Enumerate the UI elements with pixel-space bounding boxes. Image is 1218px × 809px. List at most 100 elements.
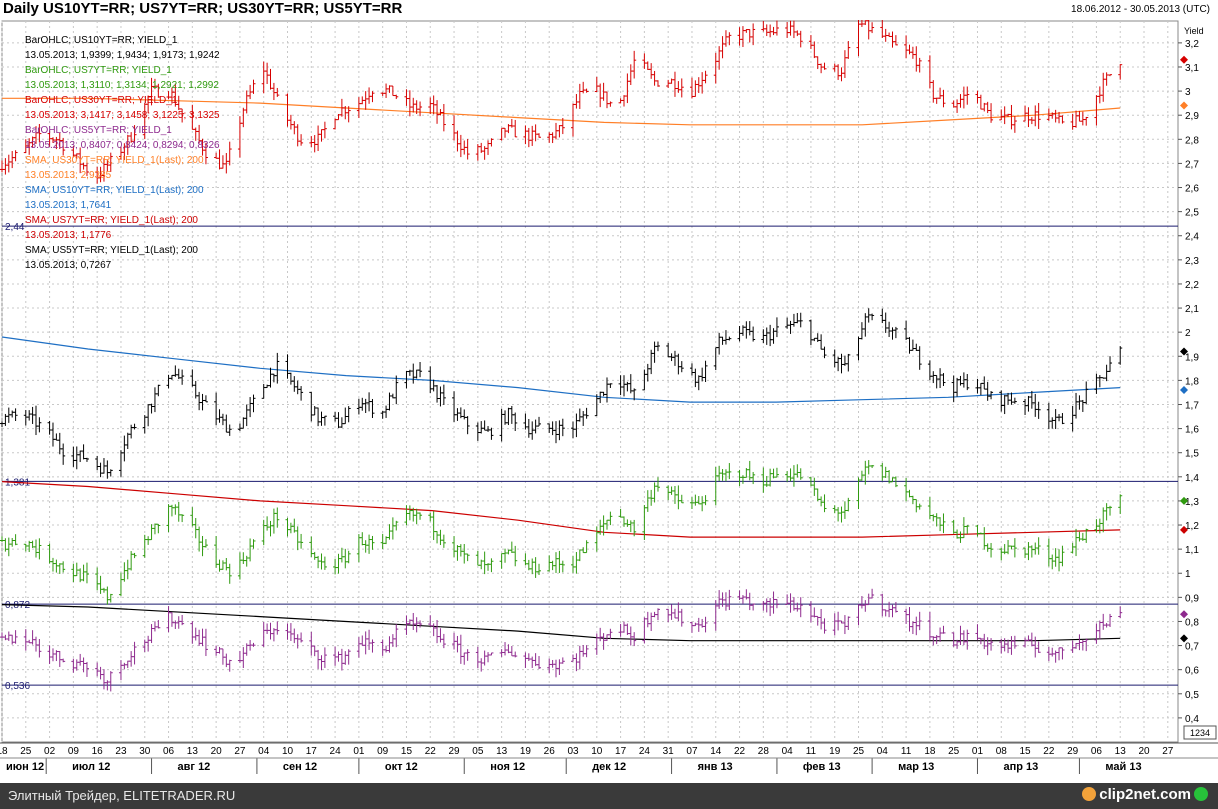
sma-line	[1, 604, 1121, 642]
y-tick-label: 0,6	[1185, 666, 1199, 677]
y-tick-label: 2	[1185, 328, 1191, 339]
x-day-label: 25	[853, 746, 865, 757]
x-day-label: 04	[258, 746, 270, 757]
legend-line: 13.05.2013; 0,8407; 0,8424; 0,8294; 0,83…	[25, 140, 220, 151]
y-tick-label: 0,4	[1185, 714, 1199, 725]
x-day-label: 19	[520, 746, 532, 757]
x-day-label: 29	[448, 746, 460, 757]
legend-line: 13.05.2013; 3,1417; 3,1458; 3,1225; 3,13…	[25, 110, 220, 121]
x-day-label: 01	[353, 746, 365, 757]
last-value-marker	[1180, 496, 1188, 505]
x-month-label: фев 13	[803, 761, 841, 773]
y-tick-label: 0,7	[1185, 642, 1199, 653]
last-value-marker	[1180, 610, 1188, 619]
x-day-label: 23	[115, 746, 127, 757]
legend-line: SMA; US7YT=RR; YIELD_1(Last); 200	[25, 215, 198, 226]
y-tick-label: 1,2	[1185, 521, 1199, 532]
logo-swirl-icon	[1082, 787, 1097, 801]
y-axis: 0,4 0,5 0,6 0,7 0,8 0,9 1 1,1 1,2 1,3 1,4 1,5 1,6 1,7…	[1178, 26, 1217, 740]
sma-line	[1, 481, 1121, 538]
x-month-label: янв 13	[698, 761, 733, 773]
legend-line: BarOHLC; US10YT=RR; YIELD_1	[25, 35, 178, 46]
y-tick-label: 0,9	[1185, 593, 1199, 604]
x-day-label: 30	[139, 746, 151, 757]
y-tick-label: 2,6	[1185, 184, 1199, 195]
x-day-label: 01	[972, 746, 984, 757]
x-day-label: 11	[806, 746, 817, 757]
x-month-label: авг 12	[178, 761, 211, 773]
legend-line: BarOHLC; US30YT=RR; YIELD_1	[25, 95, 178, 106]
corner-label: 1234	[1190, 728, 1210, 738]
y-tick-label: 3	[1185, 87, 1191, 98]
x-day-label: 10	[282, 746, 294, 757]
x-month-label: ноя 12	[490, 761, 525, 773]
x-day-label: 06	[1091, 746, 1103, 757]
x-day-label: 07	[686, 746, 698, 757]
x-month-label: мар 13	[898, 761, 934, 773]
x-day-label: 27	[234, 746, 246, 757]
legend-line: 13.05.2013; 1,9399; 1,9434; 1,9173; 1,92…	[25, 50, 220, 61]
y-tick-label: 2,5	[1185, 208, 1199, 219]
x-month-label: май 13	[1105, 761, 1141, 773]
x-day-label: 18	[0, 746, 8, 757]
x-day-label: 10	[591, 746, 603, 757]
legend-line: 13.05.2013; 1,3110; 1,3134; 1,2921; 1,29…	[25, 80, 219, 91]
last-value-marker	[1180, 55, 1188, 64]
corner-box	[1183, 725, 1217, 740]
x-day-label: 27	[1162, 746, 1174, 757]
x-day-label: 28	[758, 746, 770, 757]
x-day-label: 05	[472, 746, 484, 757]
clip2net-logo[interactable]: clip2net.com	[1082, 786, 1208, 803]
footer-source: Элитный Трейдер, ELITETRADER.RU	[8, 788, 236, 803]
legend-line: BarOHLC; US7YT=RR; YIELD_1	[25, 65, 172, 76]
x-axis: 18 25 02 09 16 23 30 06 13 20 27 04 10 17 24 01 09 15 22 29…	[0, 742, 1218, 774]
x-day-label: 31	[663, 746, 675, 757]
last-value-marker	[1180, 634, 1188, 643]
y-tick-label: 2,8	[1185, 135, 1199, 146]
legend-line: 13.05.2013; 1,1776	[25, 230, 112, 241]
sma-line	[1, 336, 1121, 403]
legend-line: 13.05.2013; 1,7641	[25, 200, 112, 211]
x-day-label: 15	[401, 746, 413, 757]
x-day-label: 16	[92, 746, 104, 757]
x-day-label: 19	[829, 746, 841, 757]
y-tick-label: 0,8	[1185, 617, 1199, 628]
ohlc-bars	[0, 20, 1123, 692]
x-day-label: 04	[877, 746, 889, 757]
x-day-label: 17	[306, 746, 318, 757]
y-tick-label: 1,4	[1185, 473, 1199, 484]
y-tick-label: 1,3	[1185, 497, 1199, 508]
x-month-label: дек 12	[592, 761, 626, 773]
x-day-label: 22	[734, 746, 746, 757]
x-day-label: 25	[948, 746, 960, 757]
x-month-label: июл 12	[72, 761, 110, 773]
x-day-label: 20	[211, 746, 223, 757]
x-day-label: 08	[996, 746, 1008, 757]
last-value-marker	[1180, 525, 1188, 534]
x-month-label: сен 12	[283, 761, 317, 773]
legend-line: BarOHLC; US5YT=RR; YIELD_1	[25, 125, 172, 136]
chart-header: Daily US10YT=RR; US7YT=RR; US30YT=RR; US…	[0, 0, 1218, 20]
legend-line: 13.05.2013; 0,7267	[25, 260, 112, 271]
legend-line: SMA; US10YT=RR; YIELD_1(Last); 200	[25, 185, 204, 196]
y-tick-label: 1,7	[1185, 400, 1199, 411]
y-tick-label: 2,3	[1185, 256, 1199, 267]
y-tick-label: 0,5	[1185, 690, 1199, 701]
legend-line: 13.05.2013; 2,9385	[25, 170, 112, 181]
horizontal-level-label: 2,44	[5, 222, 25, 233]
x-day-label: 02	[44, 746, 56, 757]
legend-line: SMA; US30YT=RR; YIELD_1(Last); 200	[25, 155, 204, 166]
y-tick-label: 2,1	[1185, 304, 1199, 315]
legend-line: SMA; US5YT=RR; YIELD_1(Last); 200	[25, 245, 198, 256]
last-value-marker	[1180, 386, 1188, 395]
y-tick-label: 1,9	[1185, 352, 1199, 363]
y-axis-label: Yield	[1184, 26, 1204, 36]
horizontal-level-label: 0,536	[5, 681, 30, 692]
x-day-label: 14	[710, 746, 722, 757]
x-day-label: 22	[1043, 746, 1055, 757]
date-range: 18.06.2012 - 30.05.2013 (UTC)	[1071, 4, 1210, 15]
footer: Элитный Трейдер, ELITETRADER.RU clip2net…	[0, 783, 1218, 809]
x-day-label: 29	[1067, 746, 1079, 757]
x-day-label: 13	[187, 746, 199, 757]
